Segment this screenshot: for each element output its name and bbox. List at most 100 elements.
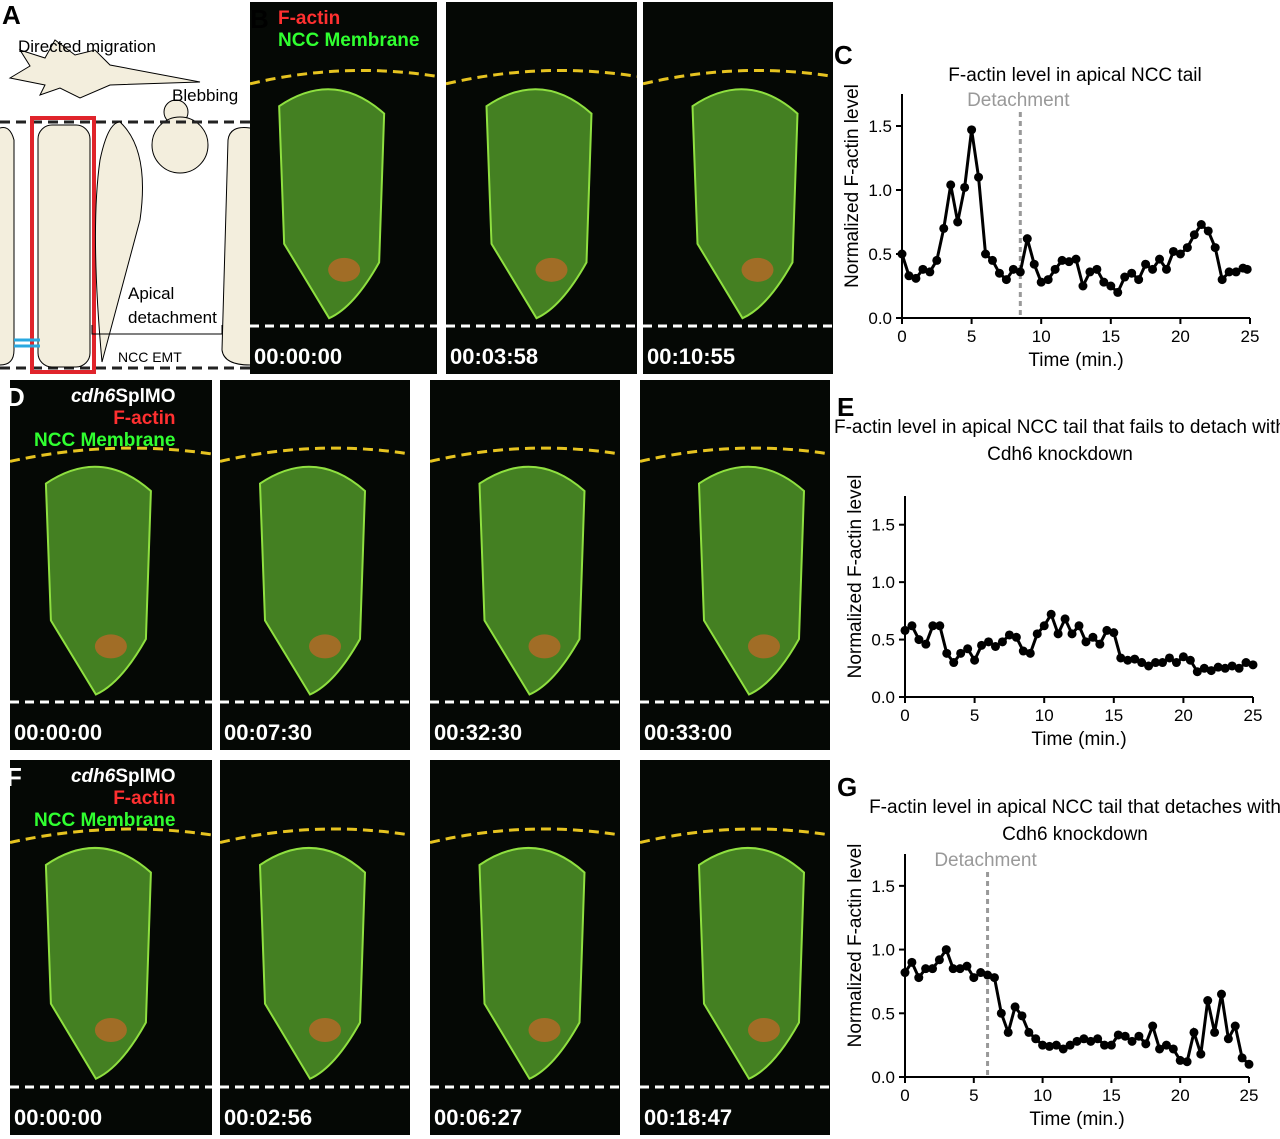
y-tick-label: 1.0 xyxy=(871,573,895,592)
annotation: Detachment xyxy=(934,850,1037,871)
data-point xyxy=(1004,630,1014,640)
data-point xyxy=(1151,658,1161,668)
data-point xyxy=(1171,658,1181,668)
cell xyxy=(478,847,586,1081)
data-point xyxy=(1206,666,1216,676)
data-point xyxy=(1164,653,1174,663)
x-tick-label: 15 xyxy=(1102,1086,1121,1105)
data-point xyxy=(1199,663,1209,673)
data-point xyxy=(1216,989,1226,999)
x-axis-label: Time (min.) xyxy=(1028,350,1123,371)
timestamp: 00:02:56 xyxy=(224,1105,313,1130)
x-tick-label: 20 xyxy=(1174,706,1193,725)
micrograph: 00:07:30 xyxy=(220,380,410,750)
timestamp: 00:00:00 xyxy=(14,1105,103,1130)
panel-label: E xyxy=(837,392,855,422)
f-actin xyxy=(748,1018,780,1042)
data-point xyxy=(1015,267,1025,277)
data-point xyxy=(1189,1027,1199,1037)
timestamp: 00:33:00 xyxy=(644,720,733,745)
micrograph-art xyxy=(446,68,637,328)
data-point xyxy=(948,964,958,974)
micrograph-art xyxy=(643,68,833,328)
apical-boundary xyxy=(430,827,620,844)
data-point xyxy=(904,271,914,281)
data-point xyxy=(1088,632,1098,642)
data-point xyxy=(996,1008,1006,1018)
y-axis-label: Normalized F-actin level xyxy=(845,844,866,1048)
data-point xyxy=(1192,667,1202,677)
f-actin xyxy=(94,634,127,659)
data-point xyxy=(1086,1036,1096,1046)
data-point xyxy=(921,639,931,649)
data-point xyxy=(1120,272,1130,282)
data-point xyxy=(1025,648,1035,658)
cell xyxy=(37,124,91,368)
data-point xyxy=(997,637,1007,647)
data-point xyxy=(1134,275,1144,285)
data-point xyxy=(1067,629,1077,639)
x-tick-label: 5 xyxy=(970,706,979,725)
data-point xyxy=(1127,268,1137,278)
chart-title: F-actin level in apical NCC tail that de… xyxy=(869,797,1280,845)
legend-membrane: NCC Membrane xyxy=(278,30,420,51)
data-point xyxy=(1242,264,1252,274)
data-point xyxy=(1003,1027,1013,1037)
data-point xyxy=(1227,661,1237,671)
x-axis-label: Time (min.) xyxy=(1031,729,1126,750)
cell xyxy=(258,465,367,696)
diagram-label: Directed migration xyxy=(18,37,156,56)
data-point xyxy=(942,648,952,658)
panel-label: G xyxy=(837,772,858,802)
data-point xyxy=(1189,230,1199,240)
micrograph-art xyxy=(640,827,830,1089)
x-tick-label: 25 xyxy=(1244,706,1263,725)
timestamp: 00:32:30 xyxy=(434,720,523,745)
cell xyxy=(44,847,152,1081)
data-point xyxy=(946,180,956,190)
data-point xyxy=(1081,637,1091,647)
data-point xyxy=(1044,1041,1054,1051)
data-point xyxy=(1182,1057,1192,1067)
apical-boundary xyxy=(220,827,410,844)
apical-boundary xyxy=(10,827,212,844)
data-point xyxy=(1038,1040,1048,1050)
data-point xyxy=(1116,653,1126,663)
apical-boundary xyxy=(640,446,830,463)
data-point xyxy=(1036,277,1046,287)
data-point xyxy=(914,635,924,645)
data-point xyxy=(1043,275,1053,285)
data-point xyxy=(925,267,935,277)
cell xyxy=(697,465,806,696)
data-point xyxy=(1231,267,1241,277)
micrograph: 00:33:00 xyxy=(640,380,830,750)
data-point xyxy=(963,644,973,654)
y-tick-label: 0.0 xyxy=(871,1068,895,1087)
data-point xyxy=(1031,1034,1041,1044)
data-point xyxy=(941,945,951,955)
data-point xyxy=(949,658,959,668)
cell xyxy=(258,847,367,1081)
gene: cdh6 xyxy=(70,766,116,787)
data-point xyxy=(1210,1027,1220,1037)
data-point xyxy=(1141,259,1151,269)
data-point xyxy=(928,964,938,974)
f-actin xyxy=(535,257,568,282)
timestamp: 00:10:55 xyxy=(647,344,736,369)
data-point xyxy=(1109,628,1119,638)
data-point xyxy=(989,973,999,983)
blebbing-cell xyxy=(151,116,209,174)
micrograph: 00:18:47 xyxy=(640,760,830,1135)
data-point xyxy=(1148,1021,1158,1031)
data-point xyxy=(1113,1030,1123,1040)
panel-label: C xyxy=(834,40,853,70)
data-point xyxy=(1058,1044,1068,1054)
micrograph-art xyxy=(10,827,212,1089)
data-point xyxy=(956,648,966,658)
micrograph-art xyxy=(220,446,410,704)
cell xyxy=(44,465,152,696)
data-point xyxy=(1241,658,1251,668)
data-point xyxy=(1210,243,1220,253)
data-point xyxy=(1217,275,1227,285)
micrograph-art xyxy=(640,446,830,704)
